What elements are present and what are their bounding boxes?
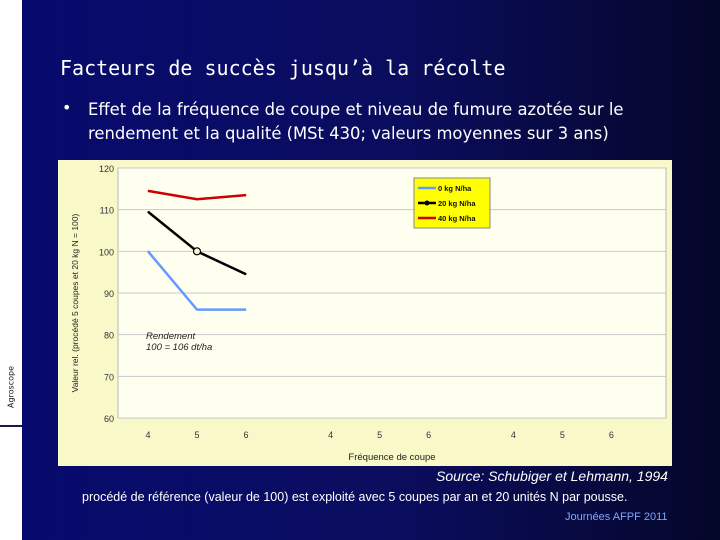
footnote: procédé de référence (valeur de 100) est… — [82, 490, 628, 504]
x-tick-label: 5 — [377, 430, 382, 440]
x-tick-label: 6 — [243, 430, 248, 440]
bullet-marker: • — [62, 98, 72, 117]
x-tick-label: 4 — [511, 430, 516, 440]
chart-annotation: 100 = 106 dt/ha — [146, 342, 212, 353]
x-tick-label: 6 — [609, 430, 614, 440]
x-axis-label: Fréquence de coupe — [348, 452, 435, 463]
legend-label: 20 kg N/ha — [438, 199, 476, 208]
chart-panel: 60 70 80 90 100 110 120 4 5 6 4 5 6 4 5 6 Fréquence de c… — [58, 160, 672, 466]
y-tick-label: 70 — [104, 372, 114, 382]
x-tick-label: 4 — [328, 430, 333, 440]
y-axis-label: Valeur rel. (procédé 5 coupes et 20 kg N… — [70, 213, 80, 392]
slide-subtitle: Effet de la fréquence de coupe et niveau… — [88, 100, 624, 143]
y-tick-label: 100 — [99, 247, 114, 257]
legend-label: 40 kg N/ha — [438, 214, 476, 223]
source-citation: Source: Schubiger et Lehmann, 1994 — [436, 468, 668, 484]
sidebar-divider — [0, 425, 22, 427]
legend-label: 0 kg N/ha — [438, 184, 472, 193]
data-point — [192, 247, 202, 256]
brand-logo-text: Agroscope — [6, 365, 16, 409]
line-chart: 60 70 80 90 100 110 120 4 5 6 4 5 6 4 5 6 Fréquence de c… — [70, 164, 667, 463]
x-tick-label: 6 — [426, 430, 431, 440]
sidebar-strip: Agroscope — [0, 0, 22, 540]
y-tick-label: 60 — [104, 414, 114, 424]
chart-annotation: Rendement — [146, 331, 195, 342]
y-tick-label: 110 — [100, 206, 114, 216]
legend-marker — [424, 200, 430, 206]
x-tick-label: 5 — [560, 430, 565, 440]
x-tick-label: 4 — [145, 430, 150, 440]
y-tick-label: 80 — [104, 331, 114, 341]
x-tick-label: 5 — [194, 430, 199, 440]
y-tick-label: 90 — [104, 289, 114, 299]
y-tick-label: 120 — [99, 164, 114, 174]
slide-title: Facteurs de succès jusqu’à la récolte — [60, 56, 506, 80]
footer-label: Journées AFPF 2011 — [565, 511, 668, 523]
